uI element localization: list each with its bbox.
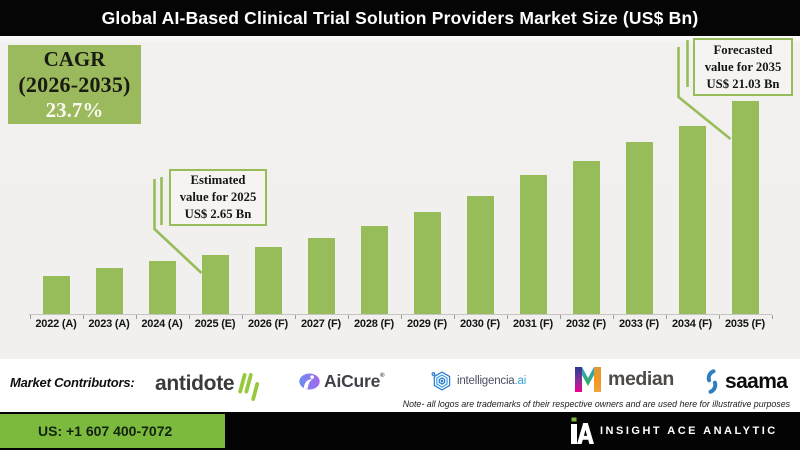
bar-2032 — [572, 161, 600, 314]
aicure-logo: AiCure® — [299, 371, 385, 392]
trademark-note: Note- all logos are trademarks of their … — [402, 399, 790, 409]
brand-name: INSIGHT ACE ANALYTIC — [600, 425, 778, 437]
x-axis-tick — [188, 315, 190, 319]
bar-2024 — [148, 261, 176, 314]
saama-wordmark: saama — [725, 369, 788, 393]
forecast-line1: Forecasted — [713, 42, 773, 57]
cagr-period: (2026-2035) — [18, 71, 131, 97]
cagr-label: CAGR — [43, 46, 106, 71]
x-axis-tick — [453, 315, 455, 319]
brand-name-wrap: INSIGHT ACE ANALYTIC — [600, 412, 778, 450]
bar-2033 — [625, 142, 653, 314]
x-axis-tick — [82, 315, 84, 319]
x-label-2022: 2022 (A) — [35, 318, 77, 330]
x-axis-tick — [771, 315, 773, 319]
intelligencia-logo: intelligencia.ai — [431, 371, 526, 391]
bar-2023 — [95, 268, 123, 314]
x-label-2029: 2029 (F) — [407, 318, 447, 330]
chart-area: CAGR (2026-2035) 23.7% 2022 (A) 2023 (A) 2… — [0, 36, 800, 359]
page-title: Global AI-Based Clinical Trial Solution … — [101, 7, 699, 28]
forecast-value-callout: Forecasted value for 2035 US$ 21.03 Bn — [693, 38, 793, 96]
antidote-logo: antidote — [155, 366, 261, 402]
estimated-value-callout: Estimated value for 2025 US$ 2.65 Bn — [169, 169, 267, 226]
bar-2022 — [42, 276, 70, 314]
contributors-label: Market Contributors: — [10, 375, 135, 390]
x-axis-tick — [29, 315, 31, 319]
phone-number: US: +1 607 400-7072 — [38, 423, 173, 439]
median-wordmark: median — [608, 368, 674, 390]
antidote-slashes-icon — [238, 373, 260, 401]
bar-2035 — [731, 101, 759, 314]
x-axis-tick — [347, 315, 349, 319]
x-label-2028: 2028 (F) — [354, 318, 394, 330]
aicure-icon — [299, 373, 320, 390]
x-label-2033: 2033 (F) — [619, 318, 659, 330]
x-label-2024: 2024 (A) — [141, 318, 183, 330]
x-label-2025: 2025 (E) — [194, 318, 236, 330]
intelligencia-ai-suffix: .ai — [514, 375, 527, 387]
antidote-wordmark: antidote — [155, 372, 235, 395]
x-label-2027: 2027 (F) — [301, 318, 341, 330]
cagr-value: 23.7% — [45, 97, 104, 122]
median-logo: median — [575, 367, 674, 392]
bar-2030 — [466, 196, 494, 314]
x-axis-tick — [506, 315, 508, 319]
x-axis-tick — [135, 315, 137, 319]
x-label-2030: 2030 (F) — [460, 318, 500, 330]
x-axis-line — [29, 314, 772, 315]
intelligencia-wordmark: intelligencia.ai — [457, 375, 526, 387]
x-axis-tick — [241, 315, 243, 319]
x-axis-tick — [612, 315, 614, 319]
aicure-wordmark: AiCure® — [324, 371, 385, 392]
x-label-2023: 2023 (A) — [88, 318, 130, 330]
bar-2025 — [201, 255, 229, 314]
x-axis-tick — [665, 315, 667, 319]
x-axis-tick — [718, 315, 720, 319]
insight-ace-ia-icon — [571, 417, 594, 444]
title-bar: Global AI-Based Clinical Trial Solution … — [0, 0, 800, 36]
bar-2034 — [678, 126, 706, 314]
bar-2031 — [519, 175, 547, 314]
aicure-registered-mark: ® — [380, 373, 385, 379]
bar-2028 — [360, 226, 388, 314]
bar-2026 — [254, 247, 282, 314]
bar-2029 — [413, 212, 441, 314]
saama-icon — [706, 369, 718, 394]
bar-2027 — [307, 238, 335, 314]
x-label-2034: 2034 (F) — [672, 318, 712, 330]
saama-logo: saama — [704, 368, 788, 395]
intelligencia-icon — [431, 371, 451, 391]
phone-box: US: +1 607 400-7072 — [0, 414, 225, 448]
intelligencia-wordmark-text: intelligencia — [457, 375, 515, 387]
estimated-line3: US$ 2.65 Bn — [184, 207, 252, 221]
aicure-wordmark-text: AiCure — [324, 371, 381, 391]
x-label-2026: 2026 (F) — [248, 318, 288, 330]
insight-ace-logo — [570, 416, 594, 450]
x-label-2032: 2032 (F) — [566, 318, 606, 330]
footer-bar: US: +1 607 400-7072 INSIGHT ACE ANALYTIC — [0, 412, 800, 450]
x-axis-tick — [400, 315, 402, 319]
estimated-line1: Estimated — [190, 173, 246, 187]
contributors-strip: Market Contributors: antidote — [0, 359, 800, 412]
x-label-2031: 2031 (F) — [513, 318, 553, 330]
x-axis-tick — [294, 315, 296, 319]
median-m-icon — [575, 367, 601, 392]
cagr-badge: CAGR (2026-2035) 23.7% — [8, 45, 141, 124]
x-axis-tick — [559, 315, 561, 319]
estimated-line2: value for 2025 — [179, 190, 257, 204]
x-label-2035: 2035 (F) — [725, 318, 765, 330]
forecast-line2: value for 2035 — [704, 59, 782, 74]
forecast-line3: US$ 21.03 Bn — [706, 76, 780, 91]
